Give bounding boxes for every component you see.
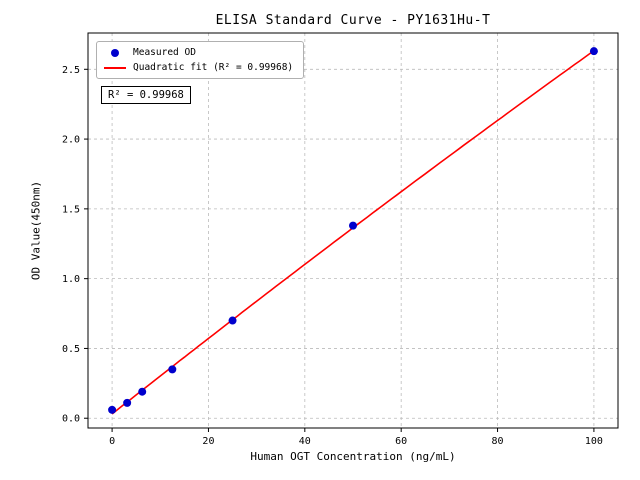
quadratic-fit-line bbox=[111, 50, 595, 415]
legend-item-measured-od: Measured OD bbox=[104, 47, 293, 58]
y-tick-label: 1.5 bbox=[62, 204, 80, 215]
x-tick-label: 40 bbox=[299, 436, 311, 447]
data-point bbox=[108, 405, 117, 414]
data-point bbox=[589, 47, 598, 56]
data-point bbox=[138, 387, 147, 396]
y-tick-label: 1.0 bbox=[62, 274, 80, 285]
x-tick-label: 0 bbox=[109, 436, 115, 447]
x-tick-label: 60 bbox=[395, 436, 407, 447]
data-point bbox=[349, 221, 357, 230]
y-tick-label: 2.5 bbox=[62, 65, 80, 76]
x-tick-label: 20 bbox=[202, 436, 214, 447]
y-tick-label: 0.5 bbox=[62, 344, 80, 355]
legend-handle bbox=[104, 66, 126, 69]
chart-title: ELISA Standard Curve - PY1631Hu-T bbox=[215, 13, 491, 28]
legend-handle bbox=[104, 48, 126, 57]
fit-line-icon bbox=[104, 66, 126, 69]
x-tick-label: 80 bbox=[492, 436, 504, 447]
scatter-marker-icon bbox=[111, 48, 119, 57]
data-point bbox=[168, 365, 177, 374]
axes-border bbox=[87, 32, 619, 429]
legend: Measured OD Quadratic fit (R² = 0.99968) bbox=[96, 41, 305, 79]
data-point bbox=[228, 316, 237, 325]
x-tick-label: 100 bbox=[585, 436, 603, 447]
legend-label-measured-od: Measured OD bbox=[133, 47, 196, 58]
legend-label-quadratic-fit: Quadratic fit (R² = 0.99968) bbox=[133, 62, 294, 73]
data-point bbox=[123, 398, 132, 407]
y-tick-label: 2.0 bbox=[62, 135, 80, 146]
y-tick-label: 0.0 bbox=[62, 414, 80, 425]
x-axis-label: Human OGT Concentration (ng/mL) bbox=[250, 450, 456, 463]
legend-item-quadratic-fit: Quadratic fit (R² = 0.99968) bbox=[104, 62, 293, 73]
y-axis-label: OD Value(450nm) bbox=[29, 180, 43, 281]
r-squared-annotation: R² = 0.99968 bbox=[101, 86, 191, 104]
